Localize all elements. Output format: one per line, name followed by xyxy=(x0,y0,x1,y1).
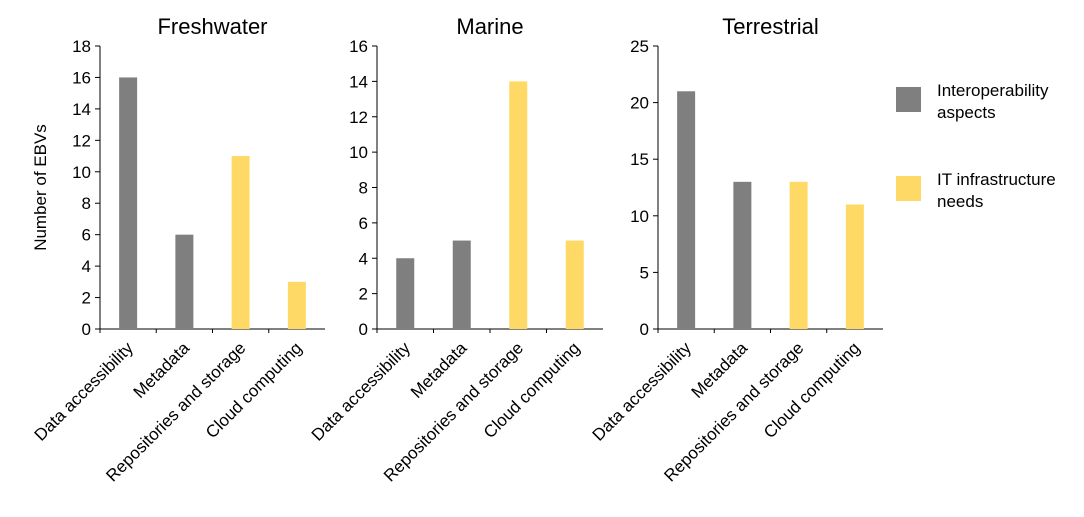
bar xyxy=(677,91,696,329)
legend: Interoperability aspects IT infrastructure… xyxy=(896,81,1056,211)
y-tick-label: 25 xyxy=(630,37,649,56)
y-tick-label: 0 xyxy=(82,320,91,339)
y-tick-label: 2 xyxy=(82,289,91,308)
y-axis-title: Number of EBVs xyxy=(31,124,50,251)
bar xyxy=(733,181,752,329)
y-tick-label: 12 xyxy=(349,108,368,127)
bar xyxy=(845,204,864,329)
y-tick-label: 14 xyxy=(72,100,91,119)
panel-title: Freshwater xyxy=(157,14,267,39)
legend-label: Interoperability xyxy=(937,81,1049,100)
legend-swatch xyxy=(896,176,921,201)
y-tick-label: 6 xyxy=(359,214,368,233)
category-label: Data accessibility xyxy=(308,338,415,445)
bar xyxy=(789,181,808,329)
panel-title: Marine xyxy=(456,14,523,39)
y-tick-label: 16 xyxy=(349,37,368,56)
y-tick-label: 10 xyxy=(630,207,649,226)
legend-label: needs xyxy=(937,192,983,211)
y-tick-label: 18 xyxy=(72,37,91,56)
category-label: Data accessibility xyxy=(589,338,696,445)
y-tick-label: 8 xyxy=(82,194,91,213)
y-tick-label: 15 xyxy=(630,150,649,169)
category-label: Cloud computing xyxy=(760,338,864,442)
y-tick-label: 2 xyxy=(359,285,368,304)
y-tick-label: 4 xyxy=(82,257,91,276)
bar xyxy=(119,77,138,329)
chart-panel-1: Freshwater 0 2 4 6 8 10 12 14 16 18 Data accessibil… xyxy=(31,14,325,485)
bar xyxy=(509,81,528,329)
y-tick-label: 10 xyxy=(72,163,91,182)
y-tick-label: 5 xyxy=(640,263,649,282)
bar xyxy=(565,240,584,329)
legend-label: aspects xyxy=(937,103,996,122)
legend-label: IT infrastructure xyxy=(937,170,1056,189)
panel-title: Terrestrial xyxy=(722,14,819,39)
category-label: Cloud computing xyxy=(202,338,306,442)
y-tick-label: 4 xyxy=(359,249,368,268)
y-tick-label: 14 xyxy=(349,72,368,91)
bar xyxy=(452,240,471,329)
category-label: Data accessibility xyxy=(31,338,138,445)
y-tick-label: 0 xyxy=(359,320,368,339)
y-tick-label: 10 xyxy=(349,143,368,162)
bar xyxy=(287,281,306,329)
y-tick-label: 16 xyxy=(72,68,91,87)
y-tick-label: 20 xyxy=(630,94,649,113)
legend-swatch xyxy=(896,87,921,112)
bar xyxy=(175,234,194,329)
bar xyxy=(231,156,250,329)
y-tick-label: 6 xyxy=(82,226,91,245)
bar xyxy=(396,258,415,329)
y-tick-label: 0 xyxy=(640,320,649,339)
y-tick-label: 8 xyxy=(359,179,368,198)
y-tick-label: 12 xyxy=(72,131,91,150)
category-label: Cloud computing xyxy=(480,338,584,442)
